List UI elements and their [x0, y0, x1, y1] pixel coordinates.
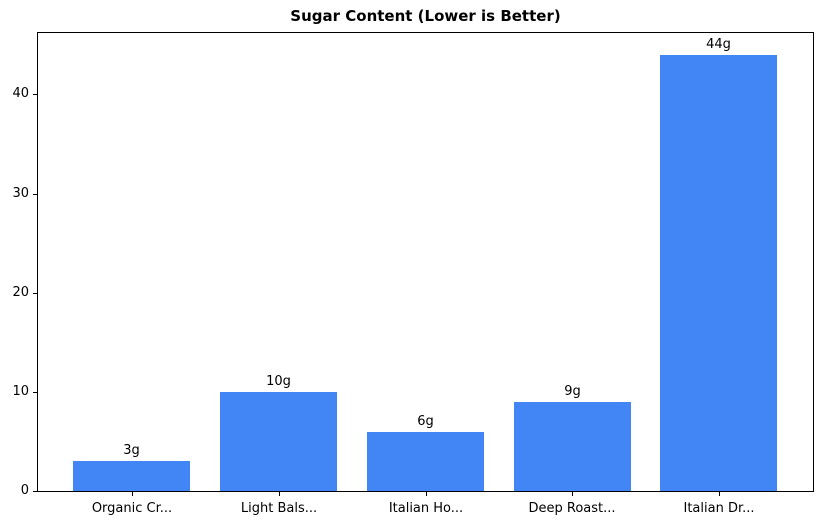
y-tick-label: 20 — [12, 285, 29, 300]
bar-value-label: 9g — [564, 384, 581, 399]
x-tick-mark — [279, 492, 280, 496]
y-tick-mark — [33, 491, 37, 492]
bar-value-label: 6g — [417, 414, 434, 429]
y-tick-label: 40 — [12, 86, 29, 101]
plot-area: 3g 10g 6g 9g 44g — [37, 32, 814, 492]
x-tick-label: Deep Roast... — [528, 501, 616, 516]
x-tick-label: Italian Ho... — [388, 501, 464, 516]
bar — [660, 55, 777, 491]
bar — [367, 432, 484, 491]
bar-value-label: 10g — [266, 374, 291, 389]
x-tick-mark — [572, 492, 573, 496]
x-tick-label: Light Bals... — [240, 501, 318, 516]
bar — [73, 461, 190, 491]
bar — [220, 392, 337, 491]
x-tick-label: Organic Cr... — [91, 501, 173, 516]
y-tick-mark — [33, 392, 37, 393]
y-tick-mark — [33, 293, 37, 294]
y-tick-label: 10 — [12, 384, 29, 399]
bar-value-label: 3g — [123, 443, 140, 458]
bar — [514, 402, 631, 491]
y-tick-mark — [33, 194, 37, 195]
y-tick-label: 0 — [20, 483, 29, 498]
y-tick-mark — [33, 94, 37, 95]
bar-value-label: 44g — [706, 37, 731, 52]
x-tick-mark — [426, 492, 427, 496]
x-tick-mark — [132, 492, 133, 496]
chart-title: Sugar Content (Lower is Better) — [290, 7, 561, 25]
x-tick-mark — [719, 492, 720, 496]
x-tick-label: Italian Dr... — [683, 501, 755, 516]
y-tick-label: 30 — [12, 186, 29, 201]
